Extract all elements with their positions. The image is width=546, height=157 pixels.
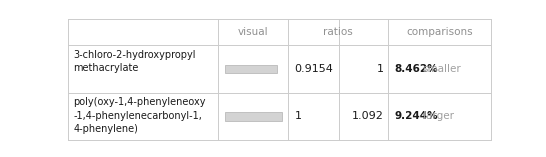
- Bar: [225, 112, 282, 121]
- Bar: [225, 65, 277, 73]
- Text: comparisons: comparisons: [406, 27, 473, 37]
- Text: smaller: smaller: [423, 64, 461, 74]
- Text: visual: visual: [238, 27, 269, 37]
- Text: poly(oxy-1,4-phenyleneoxy
-1,4-phenylenecarbonyl-1,
4-phenylene): poly(oxy-1,4-phenyleneoxy -1,4-phenylene…: [73, 97, 206, 134]
- Text: larger: larger: [423, 111, 454, 121]
- Text: ratios: ratios: [323, 27, 353, 37]
- Text: 1: 1: [295, 111, 301, 121]
- Text: 1: 1: [377, 64, 383, 74]
- Text: 8.462%: 8.462%: [394, 64, 438, 74]
- Text: 1.092: 1.092: [352, 111, 383, 121]
- Text: 3-chloro-2-hydroxypropyl
methacrylate: 3-chloro-2-hydroxypropyl methacrylate: [73, 50, 196, 73]
- Text: 9.244%: 9.244%: [394, 111, 438, 121]
- Text: 0.9154: 0.9154: [295, 64, 334, 74]
